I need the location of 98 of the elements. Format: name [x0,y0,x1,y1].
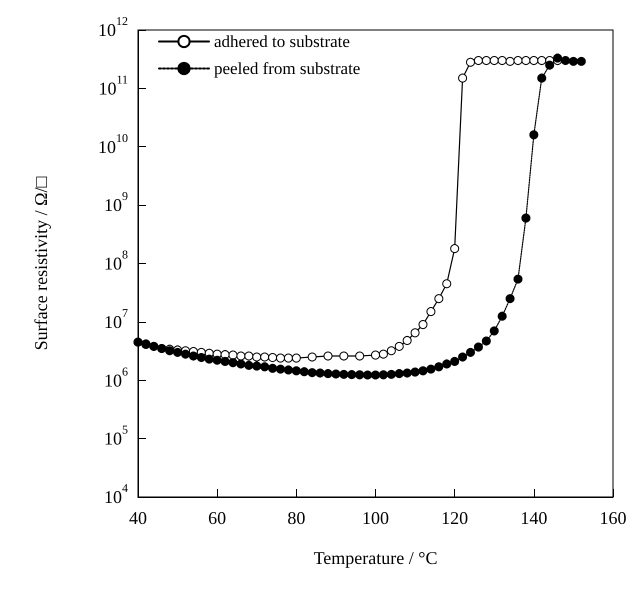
point [292,366,301,376]
point [324,352,332,361]
point [355,370,364,380]
point [474,56,483,66]
point [276,354,285,363]
point [490,56,499,66]
point [228,350,238,360]
point [450,244,460,254]
point [402,336,412,345]
x-tick-label: 40 [129,508,147,528]
x-tick-label: 120 [441,508,468,528]
point [339,352,348,361]
x-tick-label: 140 [520,508,548,528]
point [490,326,499,336]
point [371,350,380,360]
point [188,352,198,361]
point [331,369,340,378]
point [402,368,412,378]
point [181,350,190,359]
point [568,56,578,66]
point [434,294,444,304]
point [506,294,515,304]
point [236,352,246,361]
point [378,370,388,380]
point [466,58,475,67]
point [418,366,428,376]
point [292,354,301,363]
point [196,353,206,362]
point [418,320,428,330]
point [394,342,404,351]
point [252,352,262,362]
x-axis-title: Temperature / °C [314,548,438,568]
point [394,369,404,378]
point [268,353,278,362]
point [220,356,230,366]
point [204,354,214,364]
point [450,356,460,366]
point [458,74,468,83]
point [284,354,293,363]
point [386,346,396,356]
point [228,358,238,368]
point [514,274,522,284]
point [498,312,507,321]
point [529,56,538,66]
point [410,368,420,377]
point [482,56,491,66]
point [529,130,538,140]
point [426,307,436,316]
point [324,369,332,378]
point [482,336,491,346]
point [378,350,388,359]
point [561,56,570,66]
point [474,342,483,352]
point [466,348,475,357]
point [553,54,562,63]
point [458,352,468,362]
point [268,364,278,373]
point [308,368,317,378]
point [355,352,364,361]
point [576,56,586,66]
point [236,359,246,368]
x-tick-label: 60 [208,508,226,528]
point [537,74,546,83]
y-axis-title: Surface resistivity / Ω/□ [31,176,51,350]
legend-label: peeled from substrate [214,59,360,78]
point [371,370,380,380]
point [521,56,530,66]
point [339,370,348,379]
point [498,56,507,66]
point [506,56,515,66]
point [410,328,420,338]
x-tick-label: 80 [287,508,306,528]
point [514,56,522,66]
point [244,360,254,370]
point [260,362,270,372]
point [545,60,554,70]
point [521,214,530,223]
point [426,364,436,374]
point [300,367,309,376]
point [347,370,356,380]
point [316,368,325,378]
point [173,348,182,357]
point [537,56,546,66]
point [363,370,372,380]
point [442,279,452,288]
x-tick-label: 160 [600,508,626,528]
point [442,359,452,368]
point [308,352,317,362]
point [244,352,254,361]
point [276,364,285,374]
point [434,362,444,372]
point [252,362,262,371]
point [284,365,293,374]
point [386,370,396,379]
point [212,356,222,365]
legend-label: adhered to substrate [214,32,350,51]
x-tick-label: 100 [362,508,389,528]
point [260,352,270,362]
